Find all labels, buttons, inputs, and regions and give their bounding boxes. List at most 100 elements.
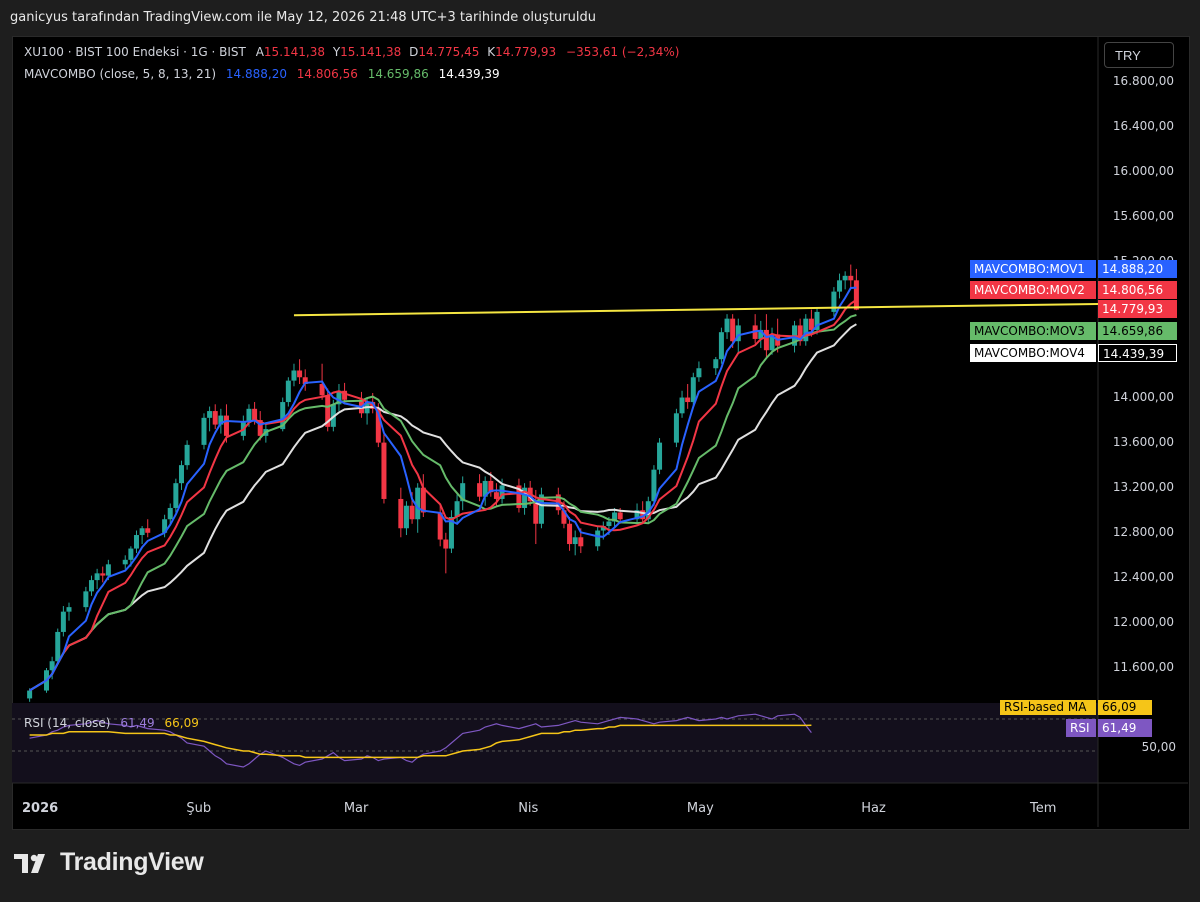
mov1-tag-value: 14.888,20 xyxy=(1098,260,1177,278)
tradingview-logo[interactable]: TradingView xyxy=(14,848,204,877)
candle-body xyxy=(645,501,651,520)
candle-body xyxy=(207,411,213,418)
candle-body xyxy=(493,492,499,499)
mov2-value: 14.806,56 xyxy=(296,67,358,81)
candle-body xyxy=(612,512,618,522)
candle-body xyxy=(55,631,61,662)
candle-body xyxy=(128,548,134,560)
high-value: 15.141,38 xyxy=(340,45,402,59)
candle-body xyxy=(100,573,106,576)
candle-body xyxy=(808,318,814,330)
change-value: −353,61 (−2,34%) xyxy=(566,45,680,59)
month-label: Şub xyxy=(186,801,212,816)
candle-body xyxy=(409,505,415,520)
mov3-tag-value: 14.659,86 xyxy=(1098,322,1177,340)
rsi-ma-value: 66,09 xyxy=(164,716,199,730)
candle-body xyxy=(533,501,539,524)
candle-body xyxy=(167,507,173,520)
rsi-name[interactable]: RSI (14, close) xyxy=(24,716,111,730)
candle-body xyxy=(538,494,544,524)
ohlc-values: A15.141,38 Y15.141,38 D14.775,45 K14.779… xyxy=(256,45,680,59)
price-axis-label: 14.000,00 xyxy=(1112,389,1174,404)
currency-button[interactable]: TRY xyxy=(1104,42,1174,68)
candle-body xyxy=(201,417,207,445)
candle-body xyxy=(66,607,72,612)
candle-body xyxy=(212,411,218,425)
candle-body xyxy=(477,483,483,497)
candle-body xyxy=(122,559,128,565)
candle-body xyxy=(516,485,522,508)
month-label: 2026 xyxy=(22,801,59,816)
candle-body xyxy=(718,332,724,360)
candle-body xyxy=(443,539,449,549)
candle-body xyxy=(488,480,494,493)
candle-body xyxy=(88,580,94,592)
logo-text: TradingView xyxy=(60,848,204,876)
mov1-tag-name: MAVCOMBO:MOV1 xyxy=(970,260,1096,278)
candle-body xyxy=(297,370,303,378)
symbol-name[interactable]: XU100 · BIST 100 Endeksi · 1G · BIST xyxy=(24,45,246,59)
mov2-tag-name: MAVCOMBO:MOV2 xyxy=(970,281,1096,299)
candle-body xyxy=(330,404,336,427)
candle-body xyxy=(246,408,252,423)
rsi-level-label: 50,00 xyxy=(1141,740,1176,754)
candle-body xyxy=(572,537,578,545)
rsi-ma-line xyxy=(29,724,812,759)
price-axis-label: 16.800,00 xyxy=(1112,74,1174,88)
candle-body xyxy=(415,487,421,520)
indicator-name[interactable]: MAVCOMBO (close, 5, 8, 13, 21) xyxy=(24,67,217,81)
chart-frame[interactable] xyxy=(12,36,1190,830)
mov4-value: 14.439,39 xyxy=(438,67,500,81)
mov3-tag-name: MAVCOMBO:MOV3 xyxy=(970,322,1096,340)
candle-body xyxy=(713,359,719,369)
mov2-tag-value: 14.806,56 xyxy=(1098,281,1177,299)
candle-body xyxy=(460,483,466,502)
month-label: Nis xyxy=(518,801,539,816)
trendline xyxy=(293,303,1099,317)
price-axis-label: 16.400,00 xyxy=(1112,119,1174,134)
candle-body xyxy=(600,526,606,531)
candle-body xyxy=(280,402,286,430)
candle-body xyxy=(375,408,381,443)
candle-body xyxy=(83,591,89,608)
candle-body xyxy=(606,521,612,527)
symbol-header[interactable]: XU100 · BIST 100 Endeksi · 1G · BIST A 15… xyxy=(24,45,685,59)
candle-body xyxy=(133,535,139,549)
candle-body xyxy=(522,487,528,508)
rsi-line xyxy=(29,713,812,768)
candle-body xyxy=(285,380,291,403)
indicator-header[interactable]: MAVCOMBO (close, 5, 8, 13, 21) 14.888,20… xyxy=(24,67,506,81)
price-axis-label: 11.600,00 xyxy=(1112,660,1174,674)
rsi-tag-value: 61,49 xyxy=(1098,719,1152,737)
month-label: Mar xyxy=(343,801,369,816)
mov2-line xyxy=(29,298,857,692)
candle-body xyxy=(319,384,325,396)
open-label: A xyxy=(255,45,264,59)
chart-caption: ganicyus tarafından TradingView.com ile … xyxy=(10,10,596,25)
candle-body xyxy=(60,611,66,632)
candle-body xyxy=(49,661,55,671)
close-label: K xyxy=(487,45,496,59)
candle-body xyxy=(561,510,567,524)
price-axis-label: 12.000,00 xyxy=(1112,614,1174,629)
candle-body xyxy=(398,498,404,529)
tradingview-logo-icon xyxy=(14,853,45,873)
month-label: May xyxy=(686,801,714,816)
candle-body xyxy=(797,325,803,342)
candle-body xyxy=(848,275,854,281)
candle-body xyxy=(482,480,488,497)
mov4-tag-value: 14.439,39 xyxy=(1098,344,1177,362)
candle-body xyxy=(105,564,111,576)
candle-body xyxy=(763,329,769,351)
candle-body xyxy=(291,370,297,381)
month-label: Haz xyxy=(861,801,886,816)
candle-body xyxy=(640,510,646,520)
close-value: 14.779,93 xyxy=(495,45,557,59)
candle-body xyxy=(27,690,33,699)
candle-body xyxy=(578,537,584,547)
candle-body xyxy=(302,377,308,385)
candle-body xyxy=(837,280,843,292)
rsi-header[interactable]: RSI (14, close) 61,49 66,09 xyxy=(24,716,205,730)
candle-body xyxy=(139,528,145,536)
